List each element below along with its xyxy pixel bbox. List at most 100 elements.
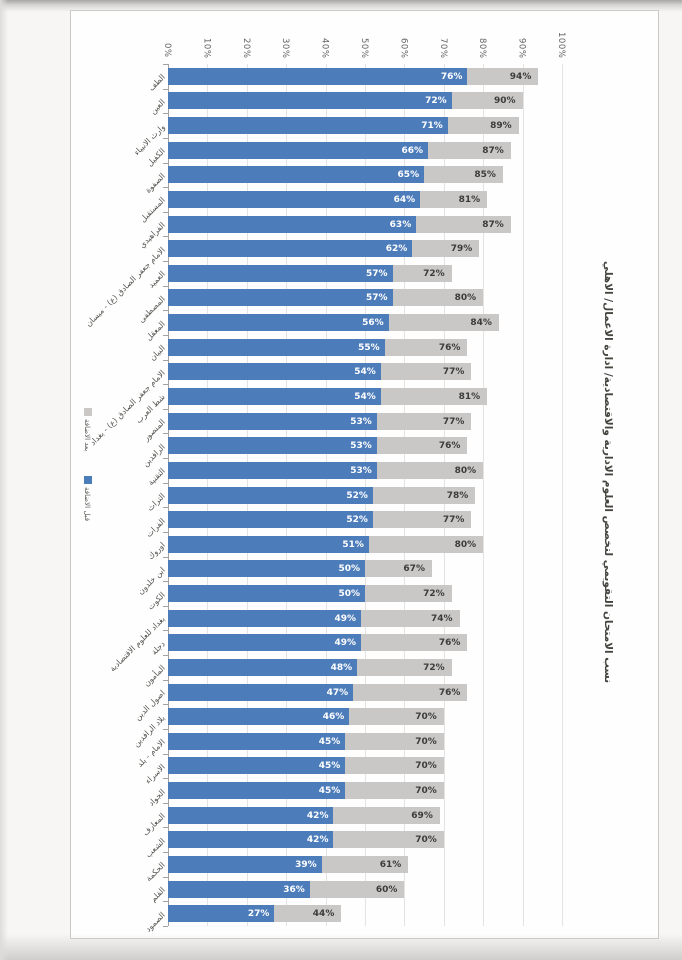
photo-edge-left bbox=[0, 0, 8, 960]
bar-after-segment: 90% bbox=[451, 92, 523, 109]
bar-before-segment: 71% bbox=[168, 117, 448, 134]
value-label-before: 72% bbox=[425, 95, 447, 106]
value-label-before: 39% bbox=[295, 859, 317, 870]
value-label-after: 80% bbox=[454, 292, 477, 303]
x-axis-tick-label: 100% bbox=[556, 32, 566, 59]
bar-before-segment: 57% bbox=[168, 265, 393, 282]
value-label-before: 57% bbox=[366, 268, 388, 279]
value-label-before: 45% bbox=[318, 785, 341, 796]
bar-after-segment: 67% bbox=[365, 560, 432, 577]
bar-after-segment: 79% bbox=[412, 240, 480, 257]
bar-after-segment: 85% bbox=[424, 166, 503, 183]
photo-edge-top bbox=[0, 0, 682, 12]
value-label-before: 57% bbox=[366, 292, 388, 303]
bar-after-segment: 70% bbox=[345, 782, 444, 799]
category-axis-tick bbox=[163, 532, 168, 533]
value-label-before: 54% bbox=[354, 366, 376, 377]
bar-before-segment: 50% bbox=[168, 585, 365, 602]
category-axis-tick bbox=[163, 89, 168, 90]
value-label-before: 52% bbox=[346, 490, 368, 501]
value-label-before: 56% bbox=[362, 317, 384, 328]
category-axis-tick bbox=[163, 778, 168, 779]
value-label-after: 74% bbox=[431, 613, 453, 624]
value-label-before: 51% bbox=[342, 539, 364, 550]
bar-after-segment: 94% bbox=[467, 68, 539, 85]
value-label-after: 76% bbox=[438, 637, 461, 648]
category-axis-tick bbox=[163, 163, 168, 164]
bar-after-segment: 76% bbox=[384, 339, 468, 356]
category-axis-tick bbox=[163, 581, 168, 582]
category-axis-tick bbox=[163, 212, 168, 213]
category-axis-tick bbox=[163, 926, 168, 927]
value-label-after: 77% bbox=[442, 416, 465, 427]
value-label-after: 85% bbox=[474, 169, 496, 180]
bar-before-segment: 53% bbox=[168, 462, 377, 479]
bar-before-segment: 52% bbox=[168, 487, 373, 504]
value-label-before: 66% bbox=[401, 145, 424, 156]
photo-edge-bottom bbox=[0, 934, 682, 960]
value-label-after: 70% bbox=[415, 785, 437, 796]
value-label-after: 70% bbox=[415, 711, 437, 722]
value-label-before: 64% bbox=[393, 194, 416, 205]
value-label-before: 53% bbox=[350, 465, 372, 476]
bar-before-segment: 45% bbox=[168, 757, 346, 774]
value-label-before: 46% bbox=[322, 711, 345, 722]
legend-label: قبل الاضافة bbox=[83, 487, 91, 522]
chart-title: نسب الامتحان التقويمي لتخصص العلوم الادا… bbox=[602, 261, 614, 684]
category-axis-tick bbox=[163, 236, 168, 237]
bar-after-segment: 77% bbox=[372, 511, 472, 528]
legend-swatch bbox=[84, 408, 92, 416]
bar-before-segment: 46% bbox=[168, 708, 350, 725]
bar-after-segment: 44% bbox=[274, 905, 342, 922]
bar-after-segment: 70% bbox=[349, 708, 444, 725]
bar-before-segment: 54% bbox=[168, 363, 381, 380]
value-label-after: 70% bbox=[415, 736, 437, 747]
bar-after-segment: 80% bbox=[376, 462, 484, 479]
x-axis-tick-label: 10% bbox=[201, 38, 212, 59]
category-axis-tick bbox=[163, 64, 168, 65]
value-label-after: 79% bbox=[450, 243, 473, 254]
legend-item: بعد الاضافة bbox=[83, 408, 95, 451]
value-label-before: 50% bbox=[338, 588, 360, 599]
category-axis-tick bbox=[163, 630, 168, 631]
bar-after-segment: 87% bbox=[416, 216, 511, 233]
bar-after-segment: 72% bbox=[357, 659, 452, 676]
category-axis-tick bbox=[163, 113, 168, 114]
gridline bbox=[483, 64, 485, 926]
category-axis-tick bbox=[163, 483, 168, 484]
legend-item: قبل الاضافة bbox=[83, 476, 95, 521]
bar-before-segment: 53% bbox=[168, 413, 377, 430]
x-axis-tick-label: 20% bbox=[240, 38, 251, 59]
bar-after-segment: 80% bbox=[368, 536, 484, 553]
bar-after-segment: 70% bbox=[345, 757, 444, 774]
category-axis-tick bbox=[163, 409, 168, 410]
category-axis-tick bbox=[163, 335, 168, 336]
category-axis-tick bbox=[163, 507, 168, 508]
bar-before-segment: 54% bbox=[168, 388, 381, 405]
value-label-before: 27% bbox=[247, 908, 270, 919]
value-label-after: 44% bbox=[312, 908, 335, 919]
category-axis-tick bbox=[163, 852, 168, 853]
bar-after-segment: 72% bbox=[365, 585, 452, 602]
value-label-before: 45% bbox=[318, 760, 341, 771]
value-label-after: 80% bbox=[454, 465, 477, 476]
category-axis-tick bbox=[163, 901, 168, 902]
bar-before-segment: 42% bbox=[168, 807, 334, 824]
value-label-after: 61% bbox=[379, 859, 402, 870]
value-label-after: 77% bbox=[442, 514, 465, 525]
value-label-before: 55% bbox=[358, 342, 380, 353]
legend-swatch bbox=[84, 476, 92, 484]
bar-after-segment: 87% bbox=[428, 142, 511, 159]
bar-after-segment: 81% bbox=[420, 191, 488, 208]
category-axis-tick bbox=[163, 310, 168, 311]
bar-before-segment: 42% bbox=[168, 831, 334, 848]
category-axis-tick bbox=[163, 138, 168, 139]
bar-before-segment: 52% bbox=[168, 511, 373, 528]
x-axis-tick-label: 60% bbox=[398, 38, 409, 59]
value-label-after: 90% bbox=[494, 95, 516, 106]
bar-before-segment: 27% bbox=[168, 905, 275, 922]
category-axis-tick bbox=[163, 458, 168, 459]
value-label-after: 69% bbox=[411, 810, 433, 821]
bar-before-segment: 39% bbox=[168, 856, 322, 873]
